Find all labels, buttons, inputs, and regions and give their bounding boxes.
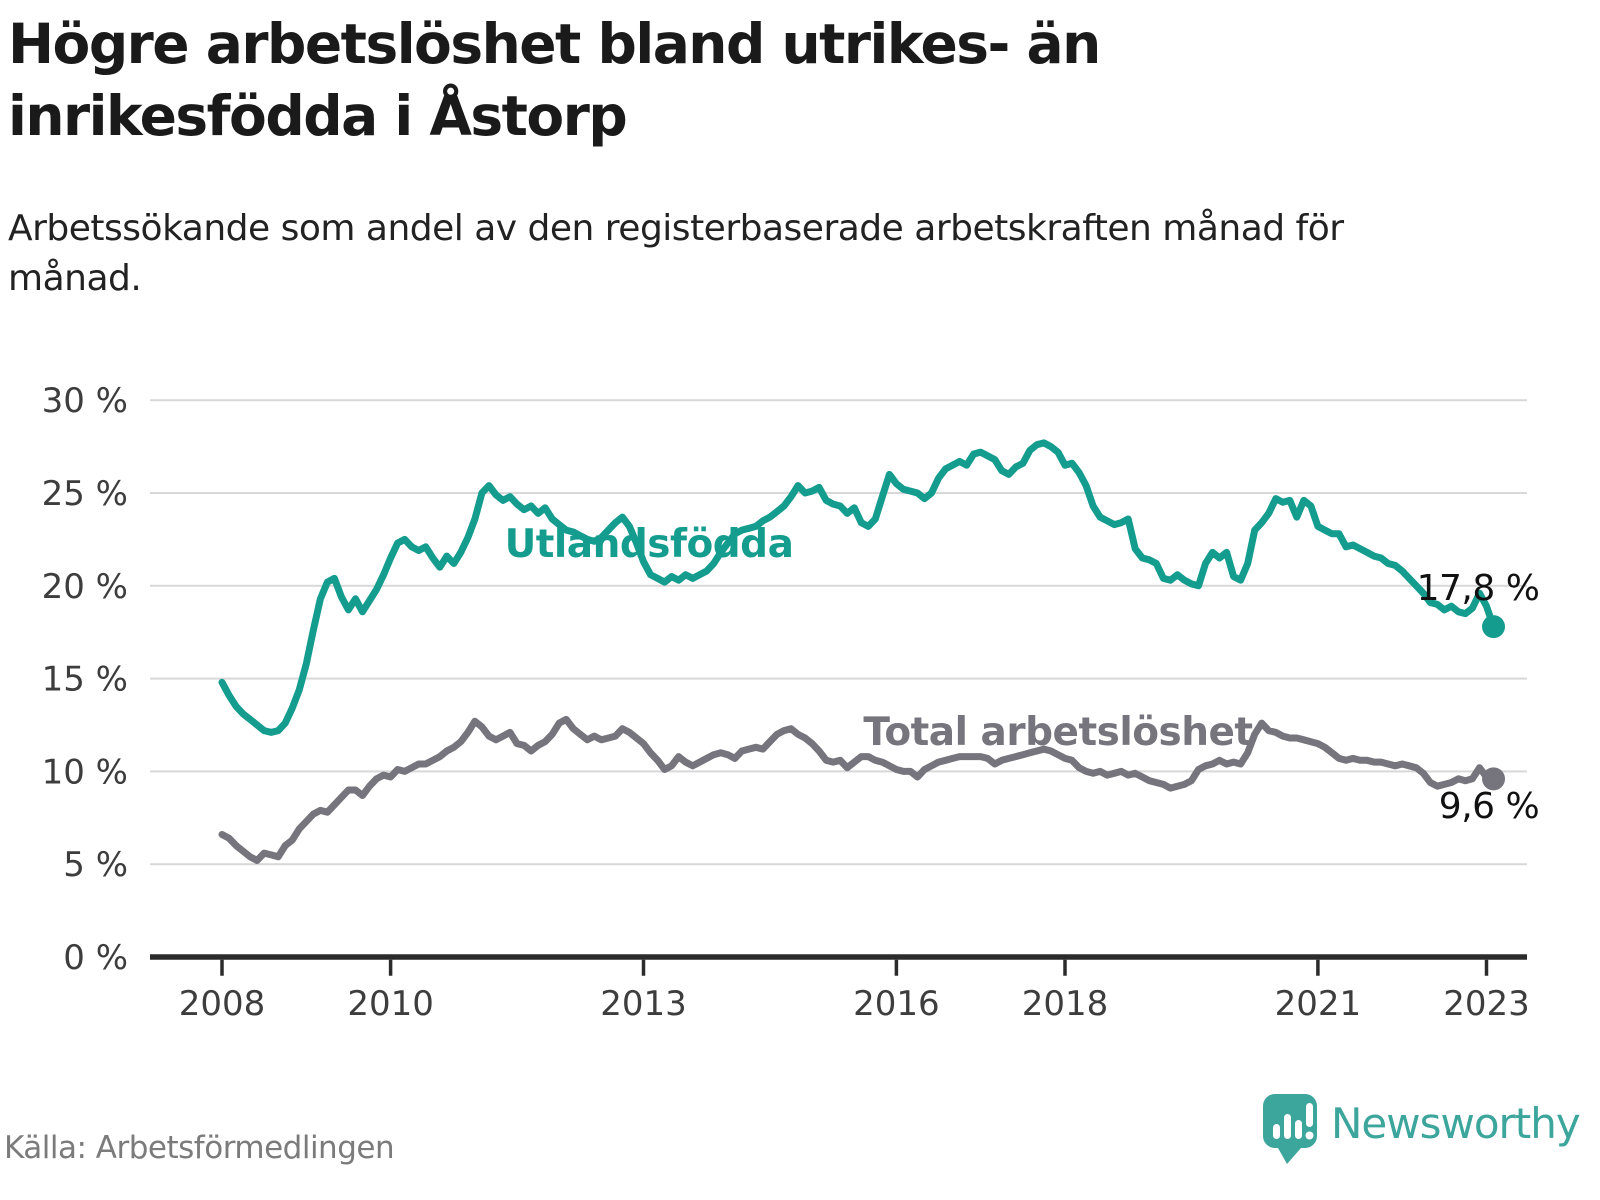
- page-title: Högre arbetslöshet bland utrikes- än inr…: [8, 12, 1101, 148]
- newsworthy-branding: Newsworthy: [1263, 1094, 1581, 1172]
- y-axis-label-20: 20 %: [42, 567, 128, 607]
- gridline-10: [150, 770, 1527, 773]
- series-label-utlandsfodda: Utlandsfödda: [504, 522, 794, 567]
- x-axis-label-2021: 2021: [1275, 984, 1362, 1024]
- y-axis-label-25: 25 %: [42, 474, 128, 514]
- x-axis-tick-2010: [388, 959, 393, 976]
- gridline-30: [150, 399, 1527, 402]
- x-axis-label-2013: 2013: [600, 984, 687, 1024]
- newsworthy-logo-text: Newsworthy: [1331, 1099, 1581, 1148]
- chart-subtitle: Arbetssökande som andel av den registerb…: [8, 208, 1344, 299]
- x-axis-label-2016: 2016: [853, 984, 940, 1024]
- x-axis-tick-2013: [641, 959, 646, 976]
- source-attribution: Källa: Arbetsförmedlingen: [4, 1130, 395, 1166]
- y-axis-label-10: 10 %: [42, 752, 128, 792]
- end-dot-total-arbetsloshet: [1482, 767, 1506, 791]
- series-label-total-arbetsloshet: Total arbetslöshet: [863, 710, 1253, 755]
- series-line-utlandsfodda: [218, 439, 1497, 736]
- y-axis-label-5: 5 %: [63, 845, 128, 885]
- x-axis-label-2008: 2008: [179, 984, 266, 1024]
- y-axis-label-15: 15 %: [42, 660, 128, 700]
- gridline-15: [150, 677, 1527, 680]
- end-value-label-utlandsfodda: 17,8 %: [1416, 568, 1540, 609]
- x-axis-tick-2023: [1484, 959, 1489, 976]
- gridline-25: [150, 492, 1527, 494]
- x-axis-line: [150, 954, 1527, 960]
- x-axis-label-2018: 2018: [1022, 984, 1109, 1024]
- end-value-label-total: 9,6 %: [1438, 786, 1540, 827]
- x-axis-tick-2018: [1063, 959, 1067, 976]
- newsworthy-bar-chart-pin-icon: [1263, 1094, 1319, 1172]
- y-axis-label-30: 30 %: [42, 381, 128, 421]
- end-dot-utlandsfodda: [1482, 615, 1506, 639]
- x-axis-tick-2016: [894, 959, 899, 976]
- x-axis-tick-2021: [1316, 959, 1320, 976]
- x-axis-tick-2008: [220, 959, 224, 976]
- y-axis-label-0: 0 %: [63, 938, 128, 978]
- x-axis-label-2010: 2010: [347, 984, 434, 1024]
- x-axis-label-2023: 2023: [1443, 984, 1530, 1024]
- series-line-total-arbetsloshet: [218, 715, 1497, 864]
- gridline-20: [150, 584, 1527, 587]
- gridline-5: [150, 863, 1527, 866]
